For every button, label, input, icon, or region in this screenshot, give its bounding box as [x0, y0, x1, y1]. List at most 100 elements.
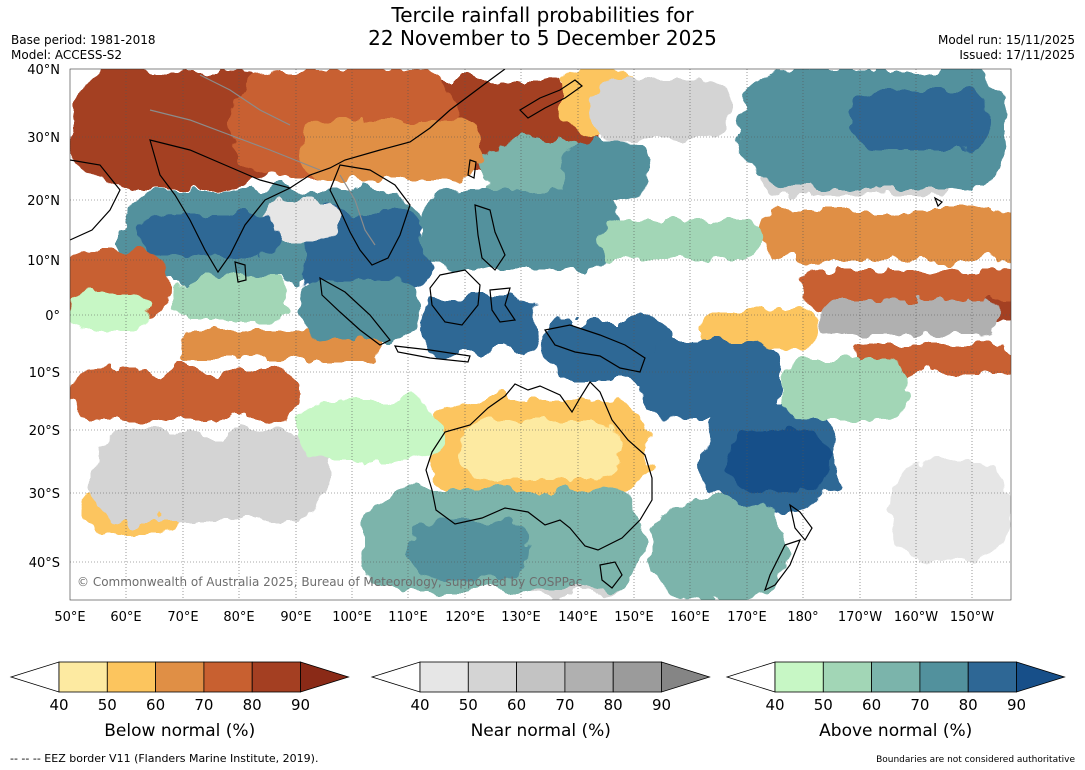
base-period-text: Base period: 1981-2018: [11, 33, 156, 47]
near-probability-patch: [890, 460, 1010, 560]
longitude-label: 150°E: [614, 610, 654, 625]
new-zealand-north-coastline: [789, 503, 813, 542]
colorbar-low-arrow: [725, 661, 776, 693]
longitude-labels: 50°E 60°E 70°E 80°E 90°E 100°E 110°E 120°E 130°E…: [54, 610, 994, 625]
near-probability-patch: [590, 80, 730, 140]
java-coastline: [393, 345, 471, 363]
colorbar-segment: [251, 661, 301, 693]
colorbars: 40 50 60 70 80 90 Below normal (%) 40 50 60 70 80 90…: [9, 661, 1066, 741]
china-border: [199, 74, 291, 126]
latitude-label: 30°S: [29, 487, 60, 502]
above-probability-patch: [140, 215, 280, 255]
taiwan-coastline: [467, 159, 477, 179]
longitude-label: 170°W: [838, 610, 882, 625]
colorbar-tick-label: 50: [814, 696, 833, 714]
below-probability-patch: [70, 69, 280, 189]
longitude-label: 160°W: [894, 610, 938, 625]
colorbar-low-arrow: [9, 661, 60, 693]
longitude-label: 170°E: [727, 610, 767, 625]
near-probability-patch: [90, 430, 330, 520]
colorbar-high-arrow: [661, 661, 711, 693]
colorbar-tick-label: 50: [459, 696, 478, 714]
colorbar-low-arrow: [370, 661, 421, 693]
above-probability-patch: [560, 140, 650, 200]
colorbar-high-arrow: [1016, 661, 1066, 693]
colorbar-tick-label: 40: [49, 696, 68, 714]
near-probability-patch: [260, 200, 340, 240]
colorbar-segment: [564, 661, 614, 693]
latitude-labels: 40°N 30°N 20°N 10°N 0° 10°S 20°S 30°S 40°S: [27, 63, 60, 571]
colorbar-segment: [106, 661, 157, 693]
above-probability-patch: [600, 220, 760, 260]
colorbar-tick-label: 90: [652, 696, 671, 714]
australia-coastline: [425, 381, 653, 551]
colorbar-tick-label: 70: [910, 696, 929, 714]
colorbar-tick-label: 60: [146, 696, 165, 714]
latitude-label: 0°: [45, 309, 60, 324]
latitude-label: 40°N: [27, 63, 60, 78]
latitude-label: 10°N: [27, 254, 60, 269]
colorbar-high-arrow: [300, 661, 350, 693]
arabia-coastline: [70, 159, 121, 241]
above-probability-patch: [640, 340, 780, 420]
indochina-coastline: [329, 164, 411, 266]
issued-text: Issued: 17/11/2025: [959, 48, 1075, 62]
indochina-border: [339, 174, 376, 246]
colorbar-title: Above normal (%): [819, 721, 972, 741]
colorbar-segment: [58, 661, 108, 693]
longitude-label: 150°W: [950, 610, 994, 625]
above-probability-patch: [650, 500, 790, 600]
latitude-label: 40°S: [29, 556, 60, 571]
colorbar-segment: [612, 661, 662, 693]
longitude-label: 70°E: [167, 610, 198, 625]
longitude-label: 80°E: [223, 610, 254, 625]
colorbar-segment: [467, 661, 517, 693]
below-probability-patch: [800, 270, 1011, 310]
below-probability-patch: [300, 120, 480, 180]
colorbar-tick-label: 90: [1007, 696, 1026, 714]
longitude-label: 100°E: [332, 610, 372, 625]
longitude-label: 160°E: [670, 610, 710, 625]
near-probability-patch: [820, 300, 1000, 335]
near-normal-colorbar: 40 50 60 70 80 90 Near normal (%): [370, 661, 711, 741]
india-coastline: [149, 139, 292, 274]
sumatra-coastline: [319, 276, 391, 346]
himalaya-border: [149, 109, 321, 171]
below-probability-patch: [460, 420, 620, 480]
colorbar-tick-label: 60: [862, 696, 881, 714]
borneo-coastline: [429, 269, 481, 326]
latitude-label: 20°N: [27, 194, 60, 209]
colorbar-segment: [203, 661, 253, 693]
colorbar-title: Below normal (%): [104, 721, 255, 741]
colorbar-tick-label: 80: [604, 696, 623, 714]
hawaii-coastline: [933, 196, 943, 208]
colorbar-tick-label: 70: [194, 696, 213, 714]
boundaries-footnote: Boundaries are not considered authoritat…: [876, 755, 1075, 765]
above-probability-patch: [780, 360, 910, 420]
sulawesi-coastline: [489, 287, 517, 323]
colorbar-segment: [822, 661, 872, 693]
latitude-label: 30°N: [27, 131, 60, 146]
model-run-text: Model run: 15/11/2025: [937, 33, 1075, 47]
above-normal-colorbar: 40 50 60 70 80 90 Above normal (%): [725, 661, 1066, 741]
meta-right: Model run: 15/11/2025 Issued: 17/11/2025: [938, 33, 1075, 63]
colorbar-tick-label: 90: [291, 696, 310, 714]
longitude-label: 90°E: [280, 610, 311, 625]
longitude-label: 60°E: [110, 610, 141, 625]
colorbar-tick-label: 80: [243, 696, 262, 714]
colorbar-segment: [919, 661, 969, 693]
colorbar-tick-label: 50: [98, 696, 117, 714]
below-probability-patch: [70, 370, 300, 420]
probability-field: © Commonwealth of Australia 2025, Bureau…: [70, 69, 1011, 600]
above-probability-patch: [300, 280, 420, 340]
map-figure: © Commonwealth of Australia 2025, Bureau…: [9, 63, 1066, 741]
new-guinea-coastline: [544, 324, 646, 373]
colorbar-title: Near normal (%): [471, 721, 611, 741]
above-probability-patch: [170, 280, 290, 320]
philippines-coastline: [474, 204, 506, 271]
colorbar-tick-label: 80: [959, 696, 978, 714]
below-normal-colorbar: 40 50 60 70 80 90 Below normal (%): [9, 661, 350, 741]
latitude-label: 20°S: [29, 424, 60, 439]
copyright-notice: © Commonwealth of Australia 2025, Bureau…: [77, 575, 582, 589]
colorbar-segment: [871, 661, 921, 693]
